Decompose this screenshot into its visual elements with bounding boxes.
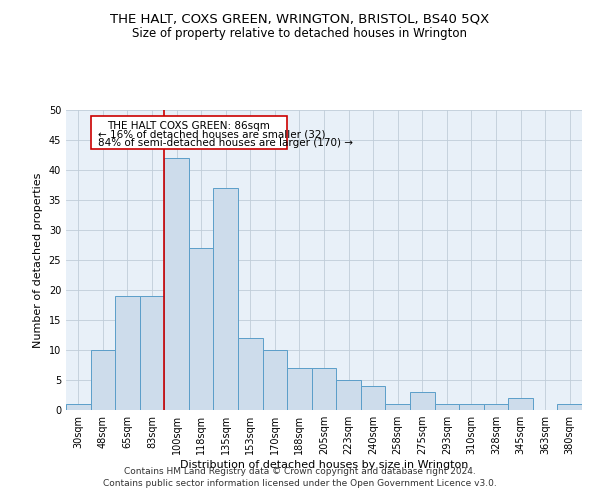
Bar [214,188,238,410]
Bar [238,338,263,410]
Bar [189,248,214,410]
Y-axis label: Number of detached properties: Number of detached properties [33,172,43,348]
X-axis label: Distribution of detached houses by size in Wrington: Distribution of detached houses by size … [180,460,468,470]
Text: Contains HM Land Registry data © Crown copyright and database right 2024.
Contai: Contains HM Land Registry data © Crown c… [103,466,497,487]
Bar [263,350,287,410]
Text: THE HALT COXS GREEN: 86sqm: THE HALT COXS GREEN: 86sqm [107,122,270,132]
Text: 84% of semi-detached houses are larger (170) →: 84% of semi-detached houses are larger (… [98,138,353,148]
Bar [312,368,336,410]
Bar [115,296,140,410]
FancyBboxPatch shape [91,116,287,149]
Bar [459,404,484,410]
Bar [484,404,508,410]
Bar [361,386,385,410]
Bar [434,404,459,410]
Bar [557,404,582,410]
Bar [508,398,533,410]
Bar [66,404,91,410]
Bar [287,368,312,410]
Bar [140,296,164,410]
Text: Size of property relative to detached houses in Wrington: Size of property relative to detached ho… [133,28,467,40]
Bar [385,404,410,410]
Bar [410,392,434,410]
Text: ← 16% of detached houses are smaller (32): ← 16% of detached houses are smaller (32… [98,129,325,139]
Bar [91,350,115,410]
Bar [336,380,361,410]
Bar [164,158,189,410]
Text: THE HALT, COXS GREEN, WRINGTON, BRISTOL, BS40 5QX: THE HALT, COXS GREEN, WRINGTON, BRISTOL,… [110,12,490,26]
